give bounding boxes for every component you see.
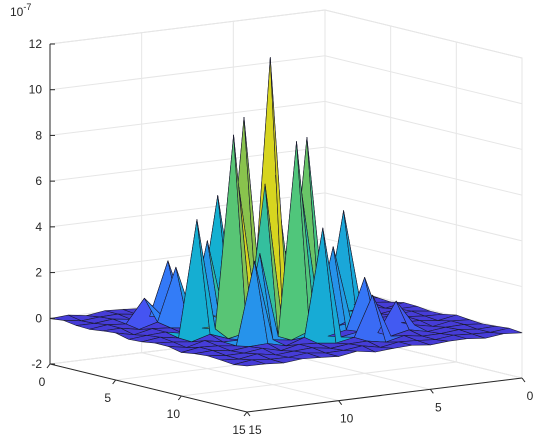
x-tick-label-1: 5 (104, 391, 111, 405)
y-tick-label-0: 15 (248, 423, 262, 437)
surface-face-14-14 (490, 327, 523, 334)
y-tick-label-2: 5 (435, 400, 442, 414)
y-tick-1 (338, 400, 343, 405)
z-tick-label-2: 2 (35, 266, 42, 280)
x-tick-label-3: 15 (232, 423, 246, 437)
y-tick-0 (246, 411, 251, 417)
z-exponent-label: 10-7 (10, 2, 31, 19)
surface-mesh (49, 57, 523, 367)
z-tick-label-4: 6 (35, 174, 42, 188)
x-tick-1 (112, 379, 117, 385)
z-tick-label-6: 10 (29, 83, 43, 97)
x-tick-label-0: 0 (39, 375, 46, 389)
axis-ticks: -2 0 2 4 6 8 10 12 0 5 10 15 15 10 5 0 (29, 37, 534, 437)
x-tick-2 (177, 395, 182, 401)
x-tick-3 (243, 411, 248, 417)
y-tick-3 (521, 377, 526, 383)
y-tick-label-1: 10 (340, 412, 354, 426)
z-tick-label-1: 0 (35, 311, 42, 325)
z-tick-label-3: 4 (35, 220, 42, 234)
z-tick-label-5: 8 (35, 128, 42, 142)
y-tick-2 (429, 389, 434, 394)
z-exponent-base: 10 (10, 5, 24, 19)
axis-box-front (49, 44, 523, 413)
y-tick-label-3: 0 (527, 389, 534, 403)
y-gridline-2 (141, 32, 339, 402)
z-exponent-power: -7 (23, 2, 31, 12)
x-tick-0 (46, 363, 51, 369)
x-tick-label-2: 10 (167, 407, 181, 421)
z-tick-label-0: -2 (31, 357, 42, 371)
z-tick-label-7: 12 (29, 37, 43, 51)
